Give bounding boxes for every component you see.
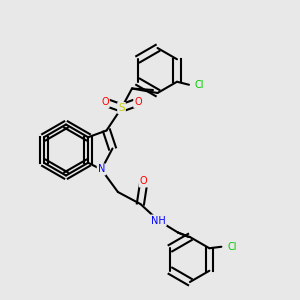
- Text: NH: NH: [151, 215, 166, 226]
- Text: S: S: [118, 103, 125, 113]
- Text: Cl: Cl: [195, 80, 205, 90]
- Text: N: N: [98, 164, 105, 175]
- Text: O: O: [134, 97, 142, 107]
- Text: O: O: [101, 97, 109, 107]
- Text: O: O: [140, 176, 147, 187]
- Text: Cl: Cl: [227, 242, 237, 252]
